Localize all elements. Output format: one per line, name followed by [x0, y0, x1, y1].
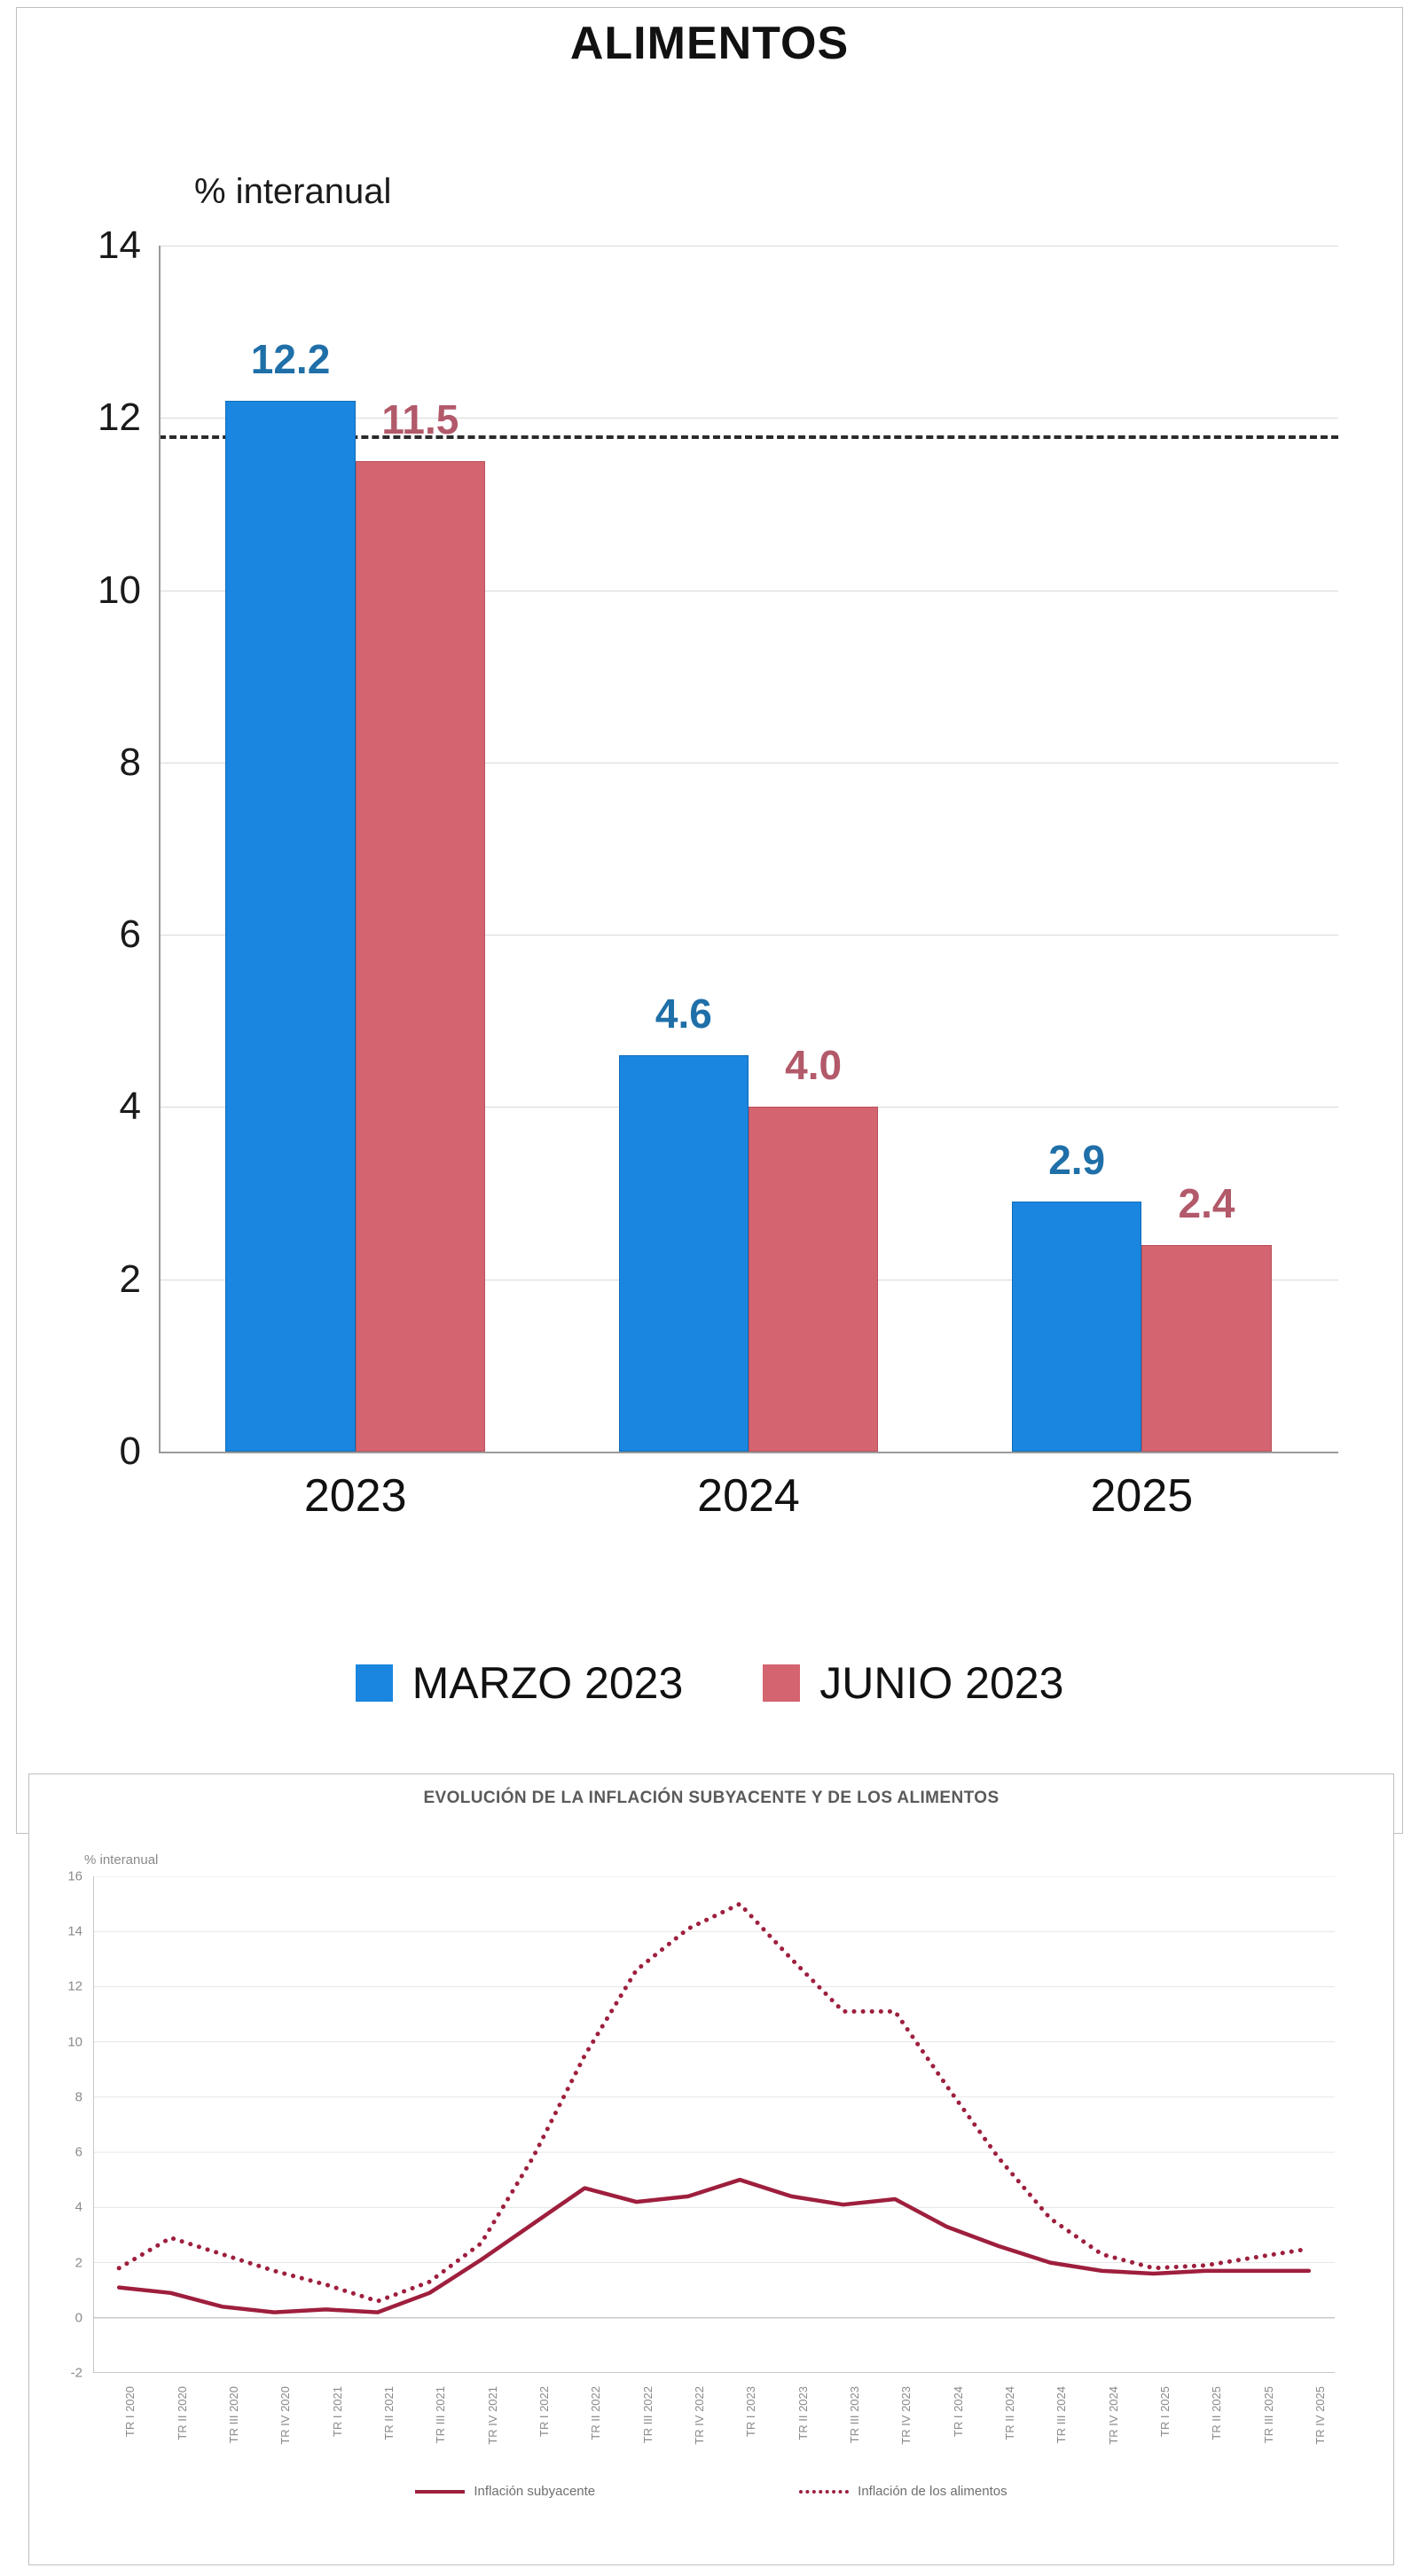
- line-chart-svg: [93, 1876, 1335, 2373]
- bar-chart-x-tick: 2024: [697, 1470, 800, 1522]
- bar-marzo-2023[interactable]: [225, 400, 356, 1452]
- line-chart-y-tick: 6: [74, 2144, 82, 2160]
- bar-chart-y-axis: [159, 246, 161, 1453]
- bar-chart-y-tick: 14: [98, 223, 141, 267]
- line-chart-title: EVOLUCIÓN DE LA INFLACIÓN SUBYACENTE Y D…: [423, 1789, 1000, 1807]
- bar-chart-x-tick: 2023: [303, 1470, 407, 1522]
- line-chart-x-tick: TR III 2020: [226, 2386, 240, 2444]
- legend-swatch-marzo-icon: [355, 1664, 393, 1702]
- line-chart-y-tick: -2: [70, 2365, 82, 2381]
- legend-item-marzo: MARZO 2023: [355, 1657, 684, 1709]
- line-chart-unit-label: % interanual: [84, 1852, 159, 1867]
- bar-value-label: 4.6: [655, 990, 712, 1037]
- bar-group: 4.6 4.0: [552, 246, 945, 1452]
- bar-value-label: 2.4: [1178, 1179, 1235, 1226]
- line-chart-y-tick: 14: [67, 1923, 82, 1939]
- bar-chart-legend: MARZO 2023 JUNIO 2023: [17, 1657, 1402, 1709]
- line-chart-y-tick: 8: [74, 2089, 82, 2105]
- bar-chart-gridline: [159, 418, 1338, 419]
- legend-label-junio: JUNIO 2023: [819, 1658, 1064, 1708]
- bar-marzo-2024[interactable]: [618, 1055, 749, 1452]
- bar-value-label: 2.9: [1048, 1137, 1106, 1184]
- line-chart-x-tick: TR I 2021: [330, 2386, 344, 2438]
- bar-chart-y-tick: 10: [98, 568, 141, 612]
- bar-junio-2023[interactable]: [355, 460, 485, 1452]
- legend-label-marzo: MARZO 2023: [412, 1658, 684, 1708]
- line-chart-x-tick: TR II 2023: [796, 2386, 810, 2440]
- line-chart-y-tick: 16: [67, 1868, 82, 1884]
- line-chart-y-tick: 0: [74, 2310, 82, 2326]
- line-series-subyacente: [116, 2177, 1312, 2314]
- legend-label-subyacente: Inflación subyacente: [474, 2484, 596, 2499]
- legend-item-alimentos: Inflación de los alimentos: [799, 2484, 1007, 2499]
- line-chart-x-tick: TR II 2024: [1002, 2386, 1016, 2440]
- bar-marzo-2025[interactable]: [1012, 1202, 1142, 1452]
- bar-chart-y-tick: 0: [119, 1429, 141, 1473]
- line-chart-y-tick: 2: [74, 2255, 82, 2271]
- line-chart-x-tick: TR II 2022: [589, 2386, 603, 2440]
- line-chart-x-tick: TR III 2022: [640, 2386, 655, 2444]
- bar-chart-gridline: [159, 246, 1338, 247]
- line-chart-x-tick: TR III 2025: [1261, 2386, 1275, 2444]
- line-chart-x-tick: TR IV 2024: [1106, 2386, 1120, 2445]
- bar-junio-2025[interactable]: [1141, 1244, 1272, 1452]
- line-chart-panel: EVOLUCIÓN DE LA INFLACIÓN SUBYACENTE Y D…: [28, 1773, 1394, 2565]
- line-chart-x-tick: TR III 2023: [847, 2386, 861, 2444]
- legend-line-solid-icon: [415, 2489, 466, 2494]
- bar-chart-y-tick: 4: [119, 1084, 141, 1129]
- bar-chart-y-tick-labels: 0 2 4 6 8 10 12 14: [26, 223, 141, 1473]
- bar-chart-y-tick: 12: [98, 395, 141, 440]
- line-chart-x-tick: TR IV 2020: [278, 2386, 293, 2445]
- bar-value-label: 11.5: [381, 395, 459, 442]
- line-chart-x-tick: TR I 2023: [744, 2386, 758, 2438]
- bar-chart-panel: ALIMENTOS % interanual 12.2 11.5 2023 4.6 4.…: [16, 7, 1403, 1834]
- bar-chart-y-tick: 2: [119, 1257, 141, 1301]
- bar-value-label: 4.0: [785, 1042, 843, 1089]
- bar-chart-title: ALIMENTOS: [569, 18, 850, 69]
- legend-item-junio: JUNIO 2023: [763, 1657, 1063, 1709]
- bar-value-label: 12.2: [250, 335, 331, 382]
- line-chart-x-tick: TR IV 2023: [899, 2386, 913, 2445]
- line-chart-y-tick-labels: 16 14 12 10 8 6 4 2 0 -2: [45, 1869, 86, 2381]
- line-chart-x-tick-labels: TR I 2020 TR II 2020 TR III 2020 TR IV 2020…: [93, 2386, 1335, 2519]
- line-series-alimentos: [116, 1901, 1312, 2304]
- line-chart-y-tick: 4: [74, 2199, 82, 2215]
- bar-chart-y-tick: 6: [119, 912, 141, 957]
- legend-line-dotted-icon: [799, 2489, 850, 2494]
- bar-chart-y-tick: 8: [119, 740, 141, 784]
- line-chart-x-tick: TR III 2024: [1054, 2386, 1069, 2444]
- legend-label-alimentos: Inflación de los alimentos: [858, 2484, 1007, 2499]
- bar-chart-gridline: [159, 935, 1338, 936]
- bar-junio-2024[interactable]: [748, 1107, 879, 1452]
- bar-chart-x-tick: 2025: [1090, 1470, 1194, 1522]
- line-chart-y-tick: 12: [67, 1978, 82, 1994]
- line-chart-x-tick: TR I 2025: [1157, 2386, 1172, 2438]
- bar-chart-reference-line: [159, 435, 1338, 439]
- line-chart-x-tick: TR II 2021: [381, 2386, 396, 2440]
- line-chart-legend: Inflación subyacente Inflación de los al…: [29, 2484, 1393, 2499]
- line-chart-plot-area: [93, 1876, 1335, 2373]
- line-chart-x-tick: TR I 2020: [123, 2386, 137, 2438]
- line-chart-x-tick: TR IV 2025: [1313, 2386, 1327, 2445]
- line-chart-x-tick: TR II 2025: [1210, 2386, 1224, 2440]
- bar-group: 2.9 2.4: [945, 246, 1338, 1452]
- bar-chart-plot-area: 12.2 11.5 2023 4.6 4.0 2024 2.9 2.4 2025: [159, 246, 1338, 1522]
- bar-group: 12.2 11.5: [159, 246, 552, 1452]
- legend-item-subyacente: Inflación subyacente: [415, 2484, 595, 2499]
- line-chart-x-tick: TR IV 2022: [692, 2386, 706, 2445]
- bar-chart-x-axis: [159, 1452, 1338, 1453]
- line-chart-x-tick: TR IV 2021: [485, 2386, 499, 2445]
- line-chart-x-tick: TR I 2024: [951, 2386, 965, 2438]
- line-chart-x-tick: TR II 2020: [175, 2386, 189, 2440]
- line-chart-x-tick: TR I 2022: [537, 2386, 551, 2438]
- line-chart-x-tick: TR III 2021: [434, 2386, 448, 2444]
- line-chart-y-tick: 10: [67, 2034, 82, 2050]
- bar-chart-unit-label: % interanual: [194, 172, 392, 211]
- legend-swatch-junio-icon: [763, 1664, 801, 1702]
